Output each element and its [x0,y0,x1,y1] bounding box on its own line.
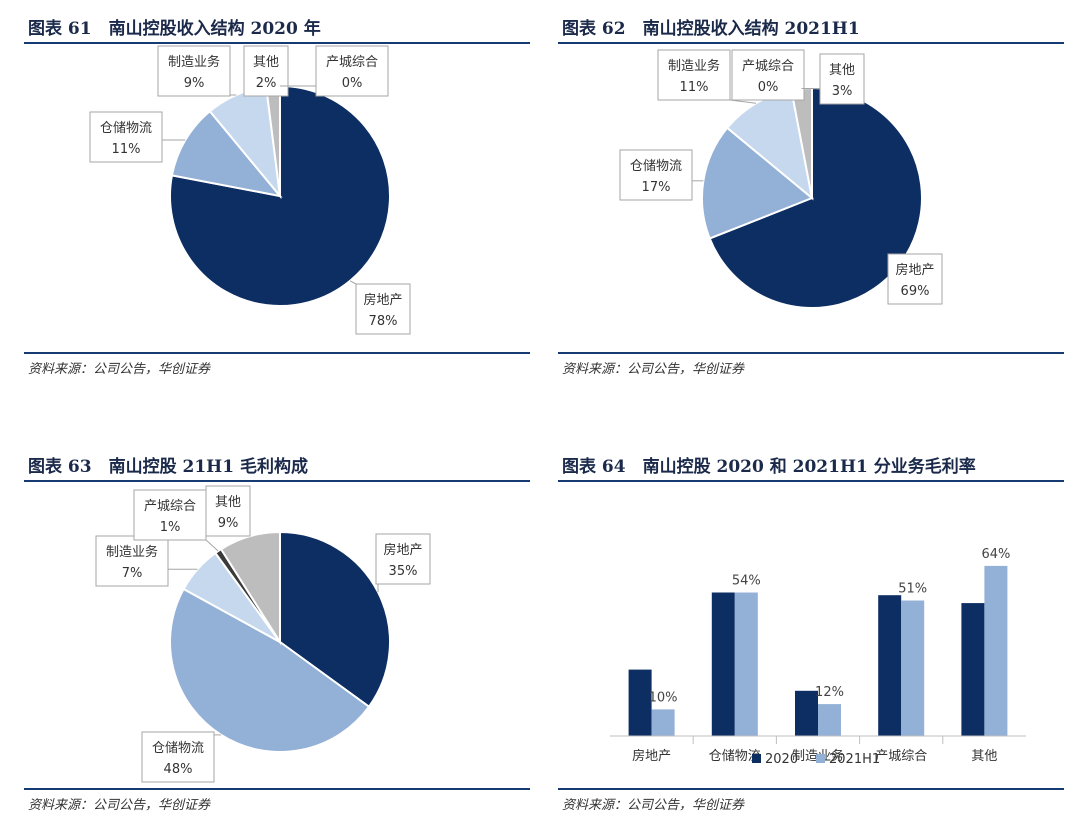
title-rule [24,42,530,44]
label-box [819,53,865,105]
pie-chart: 房地产 78% 仓储物流 11% 制造业务 9% 其他 2% 产城综合 0% [89,45,411,335]
bar-city-integration-2021h1 [901,600,925,736]
bar-logistics-2021h1 [734,592,758,736]
slice-label-city-integration: 产城综合 [742,59,794,74]
label-box [243,45,289,97]
source-rule [24,788,530,790]
label-box [205,485,251,537]
panel-revenue-2020: 图表 61 南山控股收入结构 2020 年 房地产 78% 仓储物流 11% 制造业务 9… [24,0,530,400]
label-box [355,283,411,335]
label-box [619,149,693,201]
bar-real-estate-2021h1 [651,709,675,736]
slice-value-logistics: 11% [112,142,141,157]
source-rule [24,352,530,354]
data-label-other: 64% [981,547,1010,562]
bar-other-2021h1 [984,565,1008,736]
source-note: 资料来源：公司公告，华创证券 [562,798,745,813]
source-note: 资料来源：公司公告，华创证券 [28,798,211,813]
legend-label-2020: 2020 [765,752,798,767]
slice-label-city-integration: 产城综合 [326,55,378,70]
pie-chart: 房地产 35% 仓储物流 48% 制造业务 7% 产城综合 1% 其他 9% [95,485,431,783]
slice-value-other: 2% [256,76,277,91]
legend-label-2021h1: 2021H1 [829,752,880,767]
label-box [657,49,731,101]
chart-title: 图表 61 南山控股收入结构 2020 年 [28,19,321,39]
label-box [95,535,169,587]
x-tick-city-integration: 产城综合 [875,749,927,764]
chart-title: 图表 63 南山控股 21H1 毛利构成 [28,457,308,477]
slice-label-city-integration: 产城综合 [144,499,196,514]
slice-value-other: 9% [218,516,239,531]
slice-label-real-estate: 房地产 [363,292,402,308]
panel-gross-margin: 图表 64 南山控股 2020 和 2021H1 分业务毛利率 10% 房地产 54… [558,440,1064,826]
label-box [89,111,163,163]
data-label-real-estate: 10% [649,690,678,705]
slice-label-manufacturing: 制造业务 [106,544,158,560]
bar-logistics-2020 [711,592,735,736]
slice-label-other: 其他 [829,63,855,78]
slice-value-manufacturing: 11% [680,80,709,95]
chart-title: 图表 64 南山控股 2020 和 2021H1 分业务毛利率 [562,457,976,477]
slice-value-real-estate: 78% [369,314,398,329]
slice-value-real-estate: 69% [901,284,930,299]
slice-label-real-estate: 房地产 [383,542,422,558]
title-rule [558,480,1064,482]
bar-manufacturing-2021h1 [818,704,841,736]
bar-manufacturing-2020 [795,690,818,736]
slice-value-city-integration: 1% [160,520,181,535]
slice-label-other: 其他 [215,495,241,510]
leader-line [205,539,219,552]
slice-label-logistics: 仓储物流 [630,159,682,174]
title-rule [558,42,1064,44]
source-note: 资料来源：公司公告，华创证券 [28,362,211,377]
slice-label-manufacturing: 制造业务 [168,54,220,70]
bar-other-2020 [961,603,985,736]
slice-value-real-estate: 35% [389,564,418,579]
pie-slice-logistics [170,109,283,198]
x-tick-other: 其他 [971,749,997,764]
source-note: 资料来源：公司公告，华创证券 [562,362,745,377]
label-box [887,253,943,305]
bar-city-integration-2020 [878,595,902,736]
panel-revenue-2021h1: 图表 62 南山控股收入结构 2021H1 房地产 69% 仓储物流 17% 制造业务 1… [558,0,1064,400]
slice-label-other: 其他 [253,55,279,70]
chart-title: 图表 62 南山控股收入结构 2021H1 [562,19,860,39]
slice-value-other: 3% [832,84,853,99]
data-label-manufacturing: 12% [815,685,844,700]
slice-label-real-estate: 房地产 [895,262,934,278]
slice-value-manufacturing: 7% [122,566,143,581]
title-rule [24,480,530,482]
leader-line [729,99,757,104]
bar-chart: 10%房地产54%仓储物流12%制造业务51%产城综合64%其他20202021… [610,547,1026,767]
slice-value-logistics: 48% [164,762,193,777]
label-box [731,49,805,101]
x-tick-real-estate: 房地产 [632,748,671,764]
slice-value-city-integration: 0% [758,80,779,95]
source-rule [558,788,1064,790]
slice-label-logistics: 仓储物流 [152,741,204,756]
slice-value-manufacturing: 9% [184,76,205,91]
slice-label-logistics: 仓储物流 [100,121,152,136]
slice-label-manufacturing: 制造业务 [668,58,720,74]
label-box [133,489,207,541]
bar-real-estate-2020 [628,669,652,736]
leader-line [349,280,357,285]
data-label-city-integration: 51% [898,582,927,597]
x-tick-logistics: 仓储物流 [709,749,761,764]
data-label-logistics: 54% [732,574,761,589]
label-box [375,533,431,585]
pie-chart: 房地产 69% 仓储物流 17% 制造业务 11% 产城综合 0% 其他 3% [619,49,943,309]
source-rule [558,352,1064,354]
label-box [141,731,215,783]
legend-swatch-2021h1 [816,754,825,763]
label-box [315,45,389,97]
label-box [157,45,231,97]
slice-value-city-integration: 0% [342,76,363,91]
slice-value-logistics: 17% [642,180,671,195]
legend-swatch-2020 [752,754,761,763]
panel-gross-profit-21h1: 图表 63 南山控股 21H1 毛利构成 房地产 35% 仓储物流 48% 制造业务 7%… [24,440,530,826]
